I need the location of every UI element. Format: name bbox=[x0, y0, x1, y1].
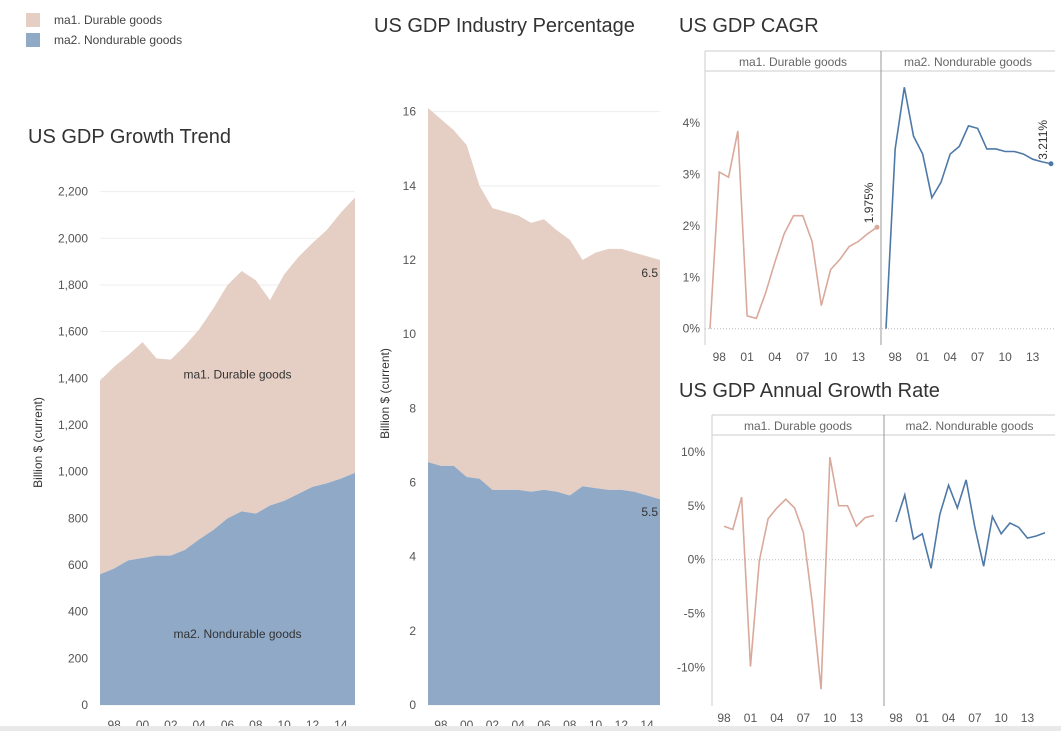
legend-label-durable: ma1. Durable goods bbox=[54, 13, 163, 27]
percentage-ytick-label: 10 bbox=[403, 327, 417, 341]
cagr-xtick-label: 13 bbox=[852, 350, 866, 364]
growth-chart-title: US GDP Growth Trend bbox=[28, 126, 232, 148]
annual-xtick-label: 13 bbox=[1021, 711, 1035, 725]
legend-swatch-durable bbox=[26, 13, 40, 27]
percentage-ytick-label: 4 bbox=[409, 550, 416, 564]
cagr-end-point bbox=[874, 224, 880, 230]
annual-ytick-label: 10% bbox=[681, 445, 705, 459]
growth-ytick-label: 400 bbox=[68, 605, 88, 619]
cagr-panel-label: ma1. Durable goods bbox=[739, 55, 847, 69]
legend-swatch-nondurable bbox=[26, 33, 40, 47]
annual-xtick-label: 01 bbox=[744, 711, 758, 725]
annual-ytick-label: -5% bbox=[684, 607, 706, 621]
annual-ytick-label: 5% bbox=[688, 499, 706, 513]
annual-chart: ma1. Durable goods ma2. Nondurable goods 1… bbox=[677, 414, 1055, 725]
cagr-ytick-label: 0% bbox=[683, 322, 701, 336]
growth-area-durable bbox=[100, 197, 355, 575]
cagr-ytick-label: 1% bbox=[683, 270, 701, 284]
cagr-xtick-label: 01 bbox=[740, 350, 754, 364]
percentage-ytick-label: 6 bbox=[409, 476, 416, 490]
annual-ytick-label: -10% bbox=[677, 661, 705, 675]
cagr-end-label: 1.975% bbox=[862, 182, 876, 223]
percentage-end-label-durable: 6.5 bbox=[641, 266, 658, 280]
cagr-xtick-label: 01 bbox=[916, 350, 930, 364]
percentage-area-nondurable bbox=[428, 462, 660, 705]
growth-ytick-label: 1,800 bbox=[58, 278, 88, 292]
cagr-xtick-label: 13 bbox=[1026, 350, 1040, 364]
growth-ytick-label: 200 bbox=[68, 651, 88, 665]
percentage-ytick-label: 8 bbox=[409, 401, 416, 415]
percentage-ytick-label: 14 bbox=[403, 179, 417, 193]
annual-xtick-label: 10 bbox=[994, 711, 1008, 725]
growth-ytick-label: 2,000 bbox=[58, 231, 88, 245]
percentage-ylabel: Billion $ (current) bbox=[378, 348, 392, 439]
cagr-xtick-label: 04 bbox=[768, 350, 782, 364]
growth-ytick-label: 2,200 bbox=[58, 185, 88, 199]
cagr-xtick-label: 98 bbox=[713, 350, 727, 364]
annual-xtick-label: 07 bbox=[968, 711, 982, 725]
cagr-xtick-label: 10 bbox=[824, 350, 838, 364]
cagr-xtick-label: 07 bbox=[796, 350, 810, 364]
growth-ytick-label: 1,000 bbox=[58, 465, 88, 479]
cagr-ytick-label: 4% bbox=[683, 116, 701, 130]
annual-chart-title: US GDP Annual Growth Rate bbox=[679, 380, 940, 402]
growth-area-label-durable: ma1. Durable goods bbox=[183, 367, 291, 381]
annual-xtick-label: 13 bbox=[850, 711, 864, 725]
annual-xtick-label: 07 bbox=[797, 711, 811, 725]
legend-label-nondurable: ma2. Nondurable goods bbox=[54, 33, 183, 47]
cagr-end-point bbox=[1048, 161, 1054, 167]
annual-xtick-label: 98 bbox=[889, 711, 903, 725]
cagr-chart: ma1. Durable goods ma2. Nondurable goods 0… bbox=[683, 50, 1055, 364]
annual-xtick-label: 04 bbox=[942, 711, 956, 725]
growth-ytick-label: 1,200 bbox=[58, 418, 88, 432]
percentage-ytick-label: 12 bbox=[403, 253, 417, 267]
cagr-series-line-durable bbox=[709, 130, 878, 329]
annual-xtick-label: 10 bbox=[823, 711, 837, 725]
growth-ytick-label: 0 bbox=[81, 698, 88, 712]
growth-ytick-label: 1,400 bbox=[58, 371, 88, 385]
cagr-chart-title: US GDP CAGR bbox=[679, 15, 819, 37]
cagr-xtick-label: 04 bbox=[943, 350, 957, 364]
legend-item-durable[interactable]: ma1. Durable goods bbox=[26, 10, 182, 30]
cagr-ytick-label: 3% bbox=[683, 168, 701, 182]
percentage-end-label-nondurable: 5.5 bbox=[641, 505, 658, 519]
percentage-ytick-label: 2 bbox=[409, 624, 416, 638]
cagr-ytick-label: 2% bbox=[683, 219, 701, 233]
legend-item-nondurable[interactable]: ma2. Nondurable goods bbox=[26, 30, 182, 50]
cagr-panel-label: ma2. Nondurable goods bbox=[904, 55, 1032, 69]
bottom-scroll-strip bbox=[0, 726, 1061, 731]
annual-series-line-nondurable bbox=[895, 479, 1046, 569]
cagr-xtick-label: 10 bbox=[998, 350, 1012, 364]
growth-area-label-nondurable: ma2. Nondurable goods bbox=[173, 627, 301, 641]
growth-ylabel: Billion $ (current) bbox=[31, 397, 45, 488]
cagr-xtick-label: 98 bbox=[888, 350, 902, 364]
growth-ytick-label: 800 bbox=[68, 511, 88, 525]
percentage-ytick-label: 0 bbox=[409, 698, 416, 712]
annual-xtick-label: 98 bbox=[717, 711, 731, 725]
percentage-area-durable bbox=[428, 107, 660, 500]
growth-area-nondurable bbox=[100, 472, 355, 705]
annual-xtick-label: 01 bbox=[916, 711, 930, 725]
percentage-chart-title: US GDP Industry Percentage bbox=[374, 15, 635, 37]
annual-xtick-label: 04 bbox=[770, 711, 784, 725]
percentage-ytick-label: 16 bbox=[403, 105, 417, 119]
annual-ytick-label: 0% bbox=[688, 553, 706, 567]
annual-series-line-durable bbox=[723, 457, 875, 690]
cagr-series-line-nondurable bbox=[885, 87, 1052, 329]
annual-panel-label: ma2. Nondurable goods bbox=[905, 419, 1033, 433]
growth-ytick-label: 600 bbox=[68, 558, 88, 572]
annual-panel-label: ma1. Durable goods bbox=[744, 419, 852, 433]
legend: ma1. Durable goods ma2. Nondurable goods bbox=[26, 10, 182, 50]
growth-chart: 0 200 400 600 800 1,000 1,200 1,400 1,600 1,800 2,… bbox=[31, 185, 355, 731]
cagr-end-label: 3.211% bbox=[1036, 120, 1050, 160]
growth-ytick-label: 1,600 bbox=[58, 325, 88, 339]
cagr-xtick-label: 07 bbox=[971, 350, 985, 364]
